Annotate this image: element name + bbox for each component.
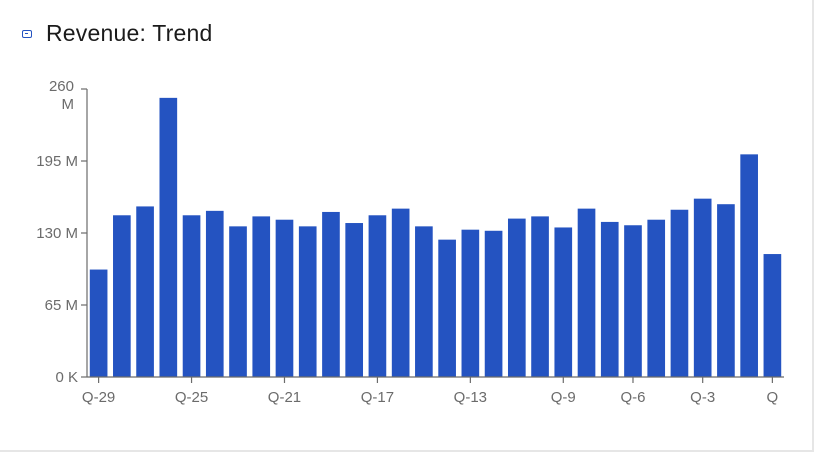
bar-Q-10 xyxy=(531,216,549,377)
bar-Q-17 xyxy=(368,215,387,377)
x-tick-label: Q xyxy=(767,389,779,406)
bar-Q-11 xyxy=(507,218,526,377)
y-tick-label: 195 M xyxy=(36,153,78,170)
bar-Q-16 xyxy=(391,208,410,377)
bar-Q-20 xyxy=(298,226,317,377)
bar-Q-12 xyxy=(484,230,503,377)
x-tick-label: Q-29 xyxy=(82,389,115,406)
chart-icon xyxy=(22,29,32,38)
bar-Q-7 xyxy=(600,221,619,377)
y-tick-label: 130 M xyxy=(36,225,78,242)
bar-Q-6 xyxy=(624,225,642,377)
bar-Q-18 xyxy=(345,223,364,377)
chart-title: Revenue: Trend xyxy=(46,20,213,46)
x-tick-label: Q-17 xyxy=(361,389,394,406)
x-tick-label: Q-21 xyxy=(268,389,301,406)
x-tick-label: Q-3 xyxy=(690,389,715,406)
bar-series xyxy=(89,97,782,378)
bar-Q-14 xyxy=(438,239,456,377)
bar-Q-23 xyxy=(229,226,247,377)
y-tick-label: 0 K xyxy=(55,369,78,386)
bar-Q-27 xyxy=(136,206,154,377)
x-tick-label: Q-25 xyxy=(175,389,208,406)
chart-header: Revenue: Trend xyxy=(22,20,212,47)
y-tick-label: 260 M xyxy=(49,78,74,113)
x-tick-label: Q-6 xyxy=(620,389,645,406)
bar-Q-15 xyxy=(415,226,433,377)
bar-Q-8 xyxy=(577,208,596,377)
bar-Q-22 xyxy=(252,216,271,377)
bar-Q-24 xyxy=(205,210,224,377)
x-tick-label: Q-13 xyxy=(454,389,487,406)
bar-Q-29 xyxy=(89,269,108,377)
bar-Q-1 xyxy=(740,154,758,377)
bar-Q-2 xyxy=(717,204,735,377)
bar-Q-9 xyxy=(554,227,573,377)
bar-Q-28 xyxy=(113,215,131,377)
bar-Q-4 xyxy=(670,209,689,377)
bar-Q-21 xyxy=(275,219,294,377)
y-tick-label: 65 M xyxy=(45,297,78,314)
x-tick-label: Q-9 xyxy=(551,389,576,406)
y-axis-ticks: 0 K 65 M 130 M 195 M 260 M xyxy=(36,78,87,386)
bar-Q-5 xyxy=(647,219,666,377)
bar-Q xyxy=(763,254,782,377)
bar-Q-26 xyxy=(159,97,178,378)
bar-Q-19 xyxy=(322,211,340,377)
bar-Q-25 xyxy=(182,215,201,377)
bar-Q-13 xyxy=(461,229,480,377)
bar-Q-3 xyxy=(693,198,712,377)
x-axis-ticks: Q-29 Q-25 Q-21 Q-17 Q-13 Q-9 Q-6 Q-3 Q xyxy=(82,377,778,406)
